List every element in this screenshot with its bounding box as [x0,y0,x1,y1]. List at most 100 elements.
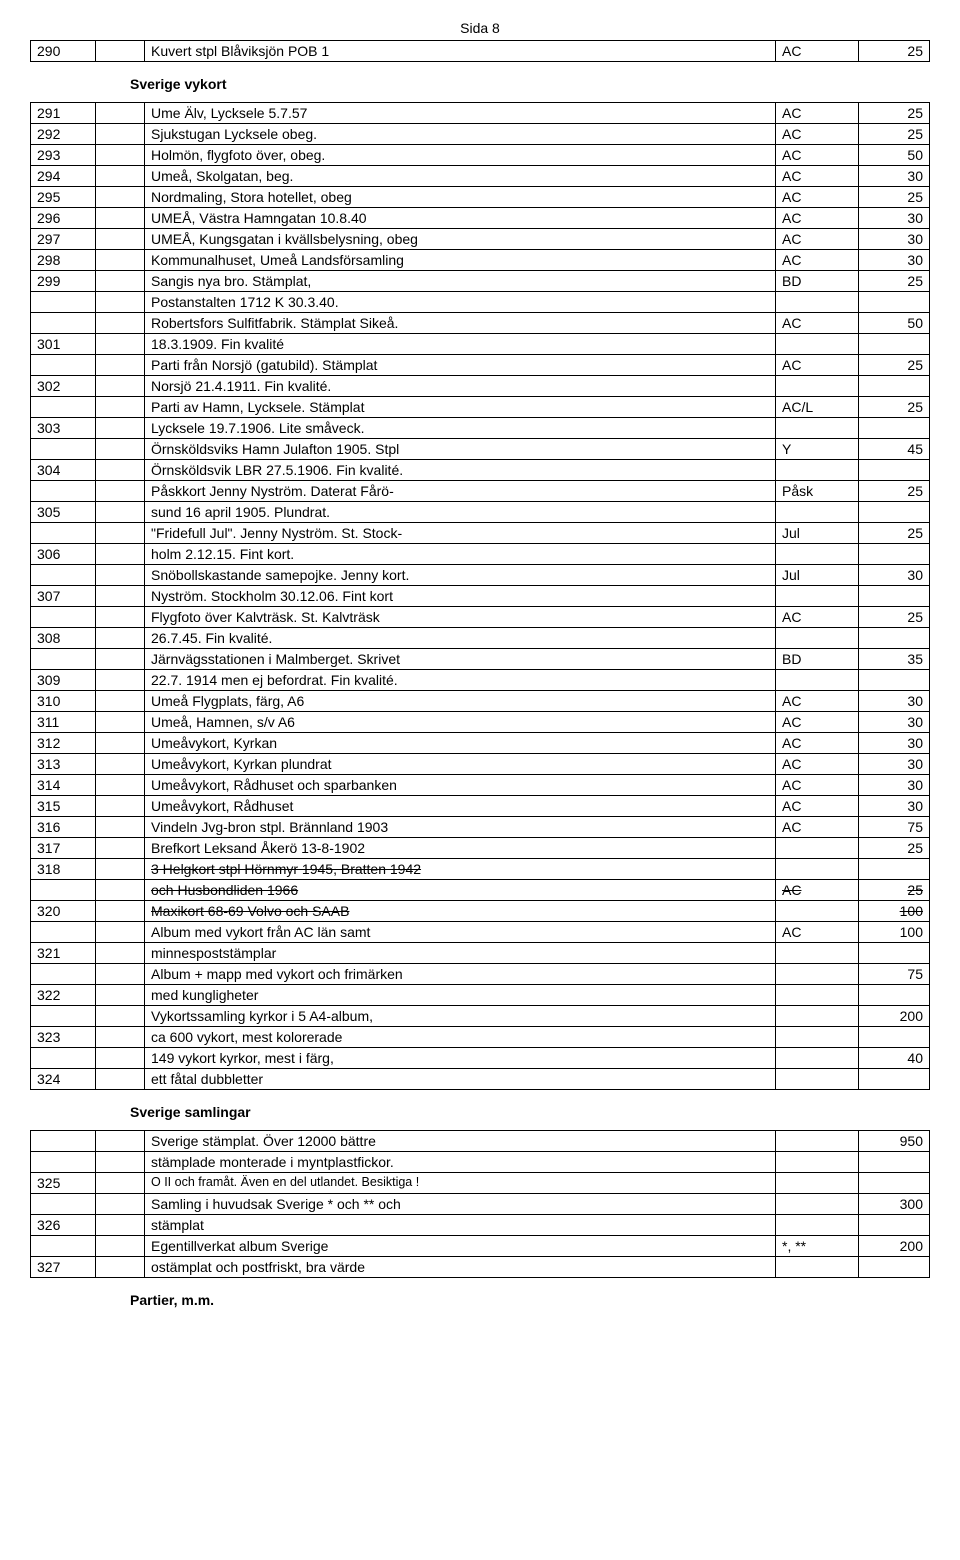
spacer-cell [96,355,145,376]
region-code [776,943,859,964]
description: Norsjö 21.4.1911. Fin kvalité. [145,376,776,397]
table-row: 293Holmön, flygfoto över, obeg.AC50 [31,145,930,166]
table-row: 302 Norsjö 21.4.1911. Fin kvalité. [31,376,930,397]
lot-number [31,523,96,544]
spacer-cell [96,754,145,775]
region-code [776,1257,859,1278]
price [859,1215,930,1236]
lot-number: 304 [31,460,96,481]
table-row: 326stämplat [31,1215,930,1236]
description: Album med vykort från AC län samt [145,922,776,943]
region-code [776,292,859,313]
lot-number: 325 [31,1173,96,1194]
region-code: AC/L [776,397,859,418]
table-vykort: 291Ume Älv, Lycksele 5.7.57AC25292Sjukst… [30,102,930,1090]
spacer-cell [96,418,145,439]
spacer-cell [96,901,145,922]
lot-number: 299 [31,271,96,292]
table-row: 307Nyström. Stockholm 30.12.06. Fint kor… [31,586,930,607]
lot-number [31,481,96,502]
spacer-cell [96,838,145,859]
spacer-cell [96,880,145,901]
region-code [776,1048,859,1069]
price: 100 [859,922,930,943]
spacer-cell [96,859,145,880]
price: 40 [859,1048,930,1069]
region-code [776,901,859,922]
spacer-cell [96,586,145,607]
description: sund 16 april 1905. Plundrat. [145,502,776,523]
description: Umeå, Skolgatan, beg. [145,166,776,187]
table-row: 3183 Helgkort stpl Hörnmyr 1945, Bratten… [31,859,930,880]
spacer-cell [96,565,145,586]
table-row: Postanstalten 1712 K 30.3.40. [31,292,930,313]
description: och Husbondliden 1966 [145,880,776,901]
description: Järnvägsstationen i Malmberget. Skrivet [145,649,776,670]
price: 25 [859,355,930,376]
description: holm 2.12.15. Fint kort. [145,544,776,565]
region-code: AC [776,208,859,229]
description: Kuvert stpl Blåviksjön POB 1 [145,41,776,62]
region-code [776,1215,859,1236]
lot-number: 301 [31,334,96,355]
lot-number: 309 [31,670,96,691]
price [859,418,930,439]
region-code [776,418,859,439]
lot-number: 327 [31,1257,96,1278]
lot-number [31,397,96,418]
price [859,544,930,565]
region-code [776,460,859,481]
region-code: AC [776,922,859,943]
region-code: AC [776,691,859,712]
lot-number [31,313,96,334]
lot-number: 295 [31,187,96,208]
spacer-cell [96,775,145,796]
description: Parti från Norsjö (gatubild). Stämplat [145,355,776,376]
spacer-cell [96,376,145,397]
table-row: 292Sjukstugan Lycksele obeg.AC25 [31,124,930,145]
lot-number: 314 [31,775,96,796]
table-row: 30118.3.1909. Fin kvalité [31,334,930,355]
price: 45 [859,439,930,460]
lot-number [31,922,96,943]
price: 200 [859,1236,930,1257]
region-code: BD [776,649,859,670]
table-samlingar: Sverige stämplat. Över 12000 bättre950 s… [30,1130,930,1278]
description: Vindeln Jvg-bron stpl. Brännland 1903 [145,817,776,838]
table-row: Robertsfors Sulfitfabrik. Stämplat Sikeå… [31,313,930,334]
lot-number: 302 [31,376,96,397]
spacer-cell [96,523,145,544]
region-code [776,1006,859,1027]
lot-number [31,1131,96,1152]
lot-number: 324 [31,1069,96,1090]
region-code: AC [776,817,859,838]
description: Umeå, Hamnen, s/v A6 [145,712,776,733]
description: ett fåtal dubbletter [145,1069,776,1090]
region-code: AC [776,187,859,208]
region-code [776,964,859,985]
table-row: 299Sangis nya bro. Stämplat,BD25 [31,271,930,292]
table-row: Påskkort Jenny Nyström. Daterat Fårö-Pås… [31,481,930,502]
description: Umeå Flygplats, färg, A6 [145,691,776,712]
section-partier-title: Partier, m.m. [130,1292,930,1308]
spacer-cell [96,397,145,418]
spacer-cell [96,1131,145,1152]
spacer-cell [96,250,145,271]
price: 30 [859,250,930,271]
description: ca 600 vykort, mest kolorerade [145,1027,776,1048]
lot-number: 322 [31,985,96,1006]
page-header: Sida 8 [30,20,930,36]
region-code: Jul [776,565,859,586]
lot-number [31,292,96,313]
region-code: Y [776,439,859,460]
spacer-cell [96,922,145,943]
spacer-cell [96,187,145,208]
spacer-cell [96,229,145,250]
description: Flygfoto över Kalvträsk. St. Kalvträsk [145,607,776,628]
spacer-cell [96,691,145,712]
lot-number: 305 [31,502,96,523]
table-row: 325O II och framåt. Även en del utlandet… [31,1173,930,1194]
lot-number: 326 [31,1215,96,1236]
lot-number [31,355,96,376]
table-row: 298Kommunalhuset, Umeå LandsförsamlingAC… [31,250,930,271]
